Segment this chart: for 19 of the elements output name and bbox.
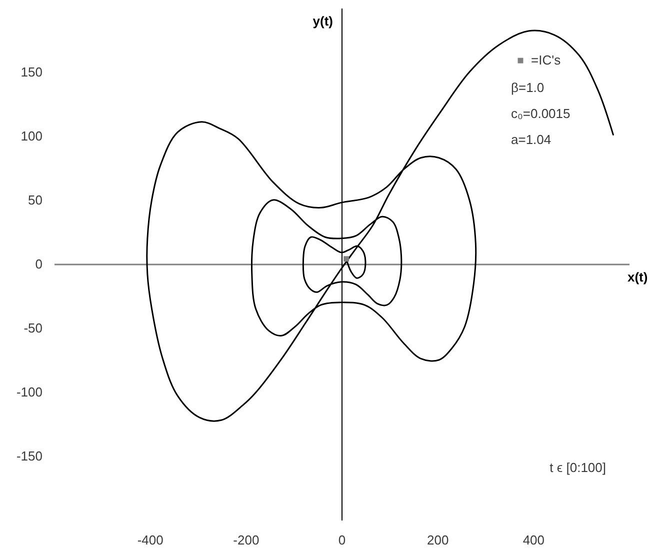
legend-label: =IC's	[531, 52, 562, 68]
annotation: t ϵ [0:100]	[550, 460, 606, 475]
y-tick-label: 150	[20, 64, 42, 80]
x-tick-label: 0	[338, 532, 346, 548]
x-tick-label: -400	[137, 532, 164, 548]
annotation: β=1.0	[511, 80, 544, 96]
y-tick-label: 100	[20, 128, 42, 144]
y-tick-label: 50	[28, 192, 42, 208]
annotation: c₀=0.0015	[511, 106, 570, 122]
y-tick-label: -100	[16, 384, 42, 400]
x-tick-label: 200	[426, 532, 449, 548]
y-tick-label: -50	[24, 320, 42, 336]
x-tick-label: -200	[233, 532, 260, 548]
annotation: a=1.04	[511, 132, 552, 148]
x-axis-title: x(t)	[628, 270, 648, 284]
y-axis-title: y(t)	[312, 14, 333, 28]
y-tick-label: -150	[16, 448, 42, 464]
x-tick-label: 400	[522, 532, 545, 548]
y-tick-label: 0	[35, 256, 42, 272]
